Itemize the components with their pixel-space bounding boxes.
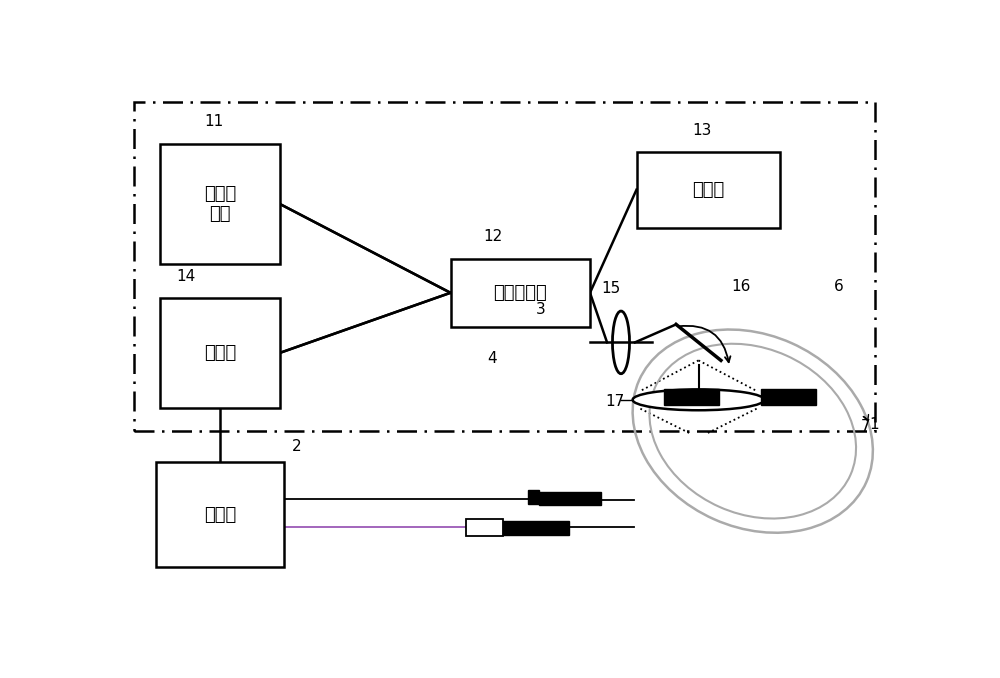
Text: 1: 1 <box>869 416 879 431</box>
Bar <box>539 492 601 505</box>
Text: 14: 14 <box>176 268 195 284</box>
Text: 2: 2 <box>292 439 302 454</box>
Text: 16: 16 <box>731 279 750 294</box>
Text: 15: 15 <box>602 281 621 296</box>
Bar <box>160 144 280 264</box>
Bar <box>637 152 780 228</box>
Ellipse shape <box>612 311 630 374</box>
Text: 光纤耦合器: 光纤耦合器 <box>493 284 547 302</box>
Bar <box>761 389 816 405</box>
Bar <box>450 259 590 327</box>
Ellipse shape <box>633 389 764 410</box>
Bar <box>160 298 280 407</box>
Text: 11: 11 <box>205 114 224 129</box>
Text: 12: 12 <box>484 228 503 243</box>
Text: 3: 3 <box>536 302 546 317</box>
Text: 17: 17 <box>606 394 625 409</box>
Bar <box>156 462 284 567</box>
Bar <box>466 519 503 536</box>
Text: 4: 4 <box>488 351 497 366</box>
Bar <box>134 102 875 431</box>
Bar <box>664 389 719 405</box>
Text: 主控机: 主控机 <box>204 506 236 523</box>
Text: 参考臂: 参考臂 <box>692 181 724 199</box>
Text: 7: 7 <box>861 419 871 434</box>
Text: 光谱仪: 光谱仪 <box>204 344 236 362</box>
Text: 6: 6 <box>834 279 844 294</box>
Text: 低相干
光源: 低相干 光源 <box>204 184 236 224</box>
Text: 13: 13 <box>693 123 712 138</box>
Bar <box>503 521 569 535</box>
Bar <box>528 490 539 504</box>
